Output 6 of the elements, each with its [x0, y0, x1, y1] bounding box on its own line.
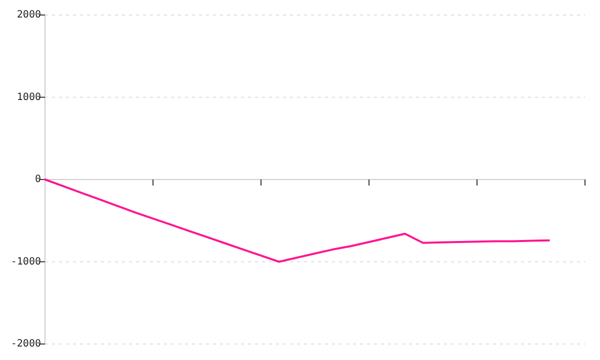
- y-tick-label: -2000: [10, 338, 41, 350]
- y-tick-label: -1000: [10, 256, 41, 268]
- y-tick-label: 1000: [16, 92, 41, 103]
- y-tick-label: 0: [34, 174, 41, 185]
- y-tick-label: 2000: [16, 10, 41, 20]
- line-series: [44, 178, 550, 263]
